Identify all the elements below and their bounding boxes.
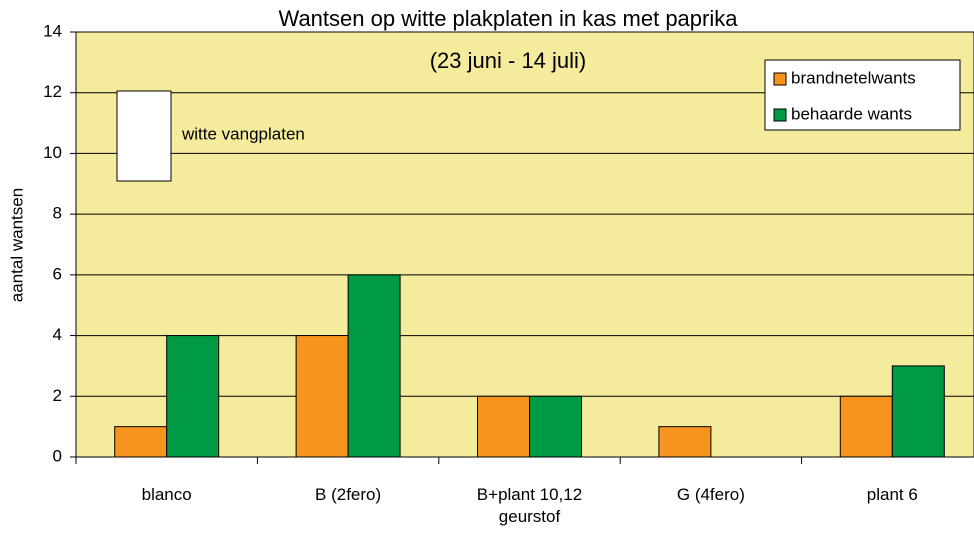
bar <box>295 335 349 458</box>
legend <box>764 59 961 131</box>
legend-swatch <box>773 72 787 86</box>
chart-title: Wantsen op witte plakplaten in kas met p… <box>279 6 739 31</box>
bar <box>477 395 530 458</box>
x-tick-label: plant 6 <box>866 485 918 504</box>
y-tick-label: 2 <box>53 386 62 405</box>
y-tick-label: 6 <box>53 264 62 283</box>
bar <box>529 395 582 458</box>
legend-swatch <box>773 108 787 122</box>
annotation-box <box>116 90 172 182</box>
x-tick-label: B+plant 10,12 geurstof <box>476 485 583 526</box>
y-tick-label: 0 <box>53 446 62 465</box>
y-tick-label: 10 <box>43 143 62 162</box>
annotation: witte vangplaten <box>181 124 305 143</box>
legend-label: behaarde wants <box>791 104 912 123</box>
legend-label: brandnetelwants <box>791 68 916 87</box>
bar <box>891 365 945 458</box>
y-tick-label: 8 <box>53 204 62 223</box>
x-tick-label: blanco <box>141 485 192 504</box>
x-tick-label: B (2fero) <box>315 485 382 504</box>
bar <box>166 335 220 458</box>
bar <box>347 274 401 458</box>
y-tick-label: 14 <box>43 21 62 40</box>
bar <box>114 426 168 458</box>
x-tick-label: G (4fero) <box>676 485 745 504</box>
bar <box>658 426 712 458</box>
y-tick-label: 12 <box>43 82 62 101</box>
y-tick-label: 4 <box>53 325 62 344</box>
bar <box>839 395 893 458</box>
chart-subtitle: (23 juni - 14 juli) <box>430 48 587 73</box>
y-axis-label: aantal wantsen <box>7 188 26 302</box>
